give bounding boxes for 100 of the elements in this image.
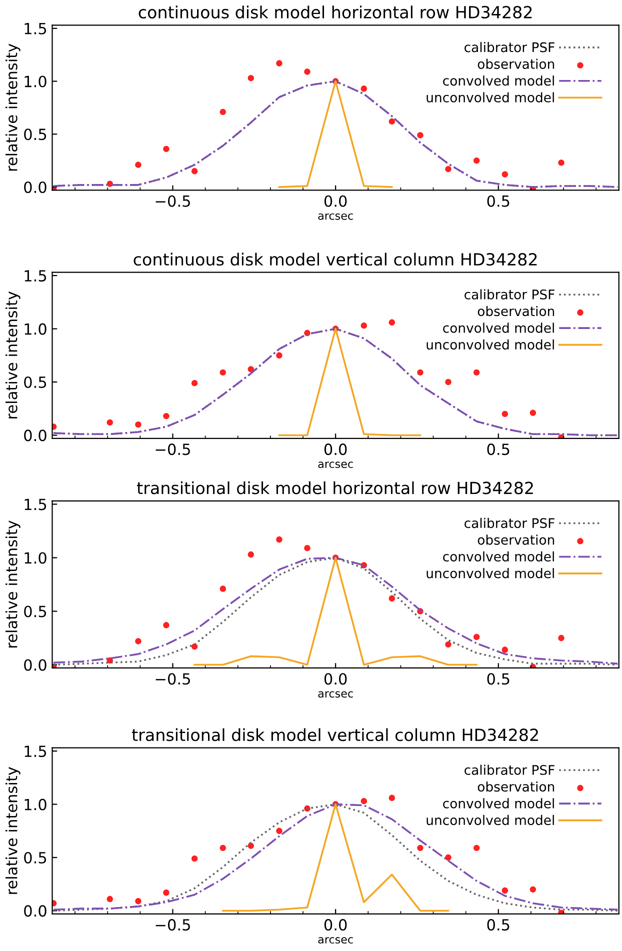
point [248,551,254,558]
y-tick-label: 0.0 [24,659,46,671]
legend-label: observation [478,781,554,792]
point [220,844,226,852]
point [220,108,226,116]
point [304,544,310,552]
y-tick-label: 0.0 [24,430,46,442]
legend-label: calibrator PSF [464,764,554,775]
point [163,890,170,896]
point [445,378,452,386]
point [530,886,536,893]
legend-label: convolved model [443,798,554,808]
point [135,421,142,428]
y-tick-label: 1.0 [24,798,46,810]
x-axis-title: arcsec [318,213,353,220]
chart-title: transitional disk model horizontal row HD34282 [137,481,533,494]
point [360,86,368,92]
point [360,322,368,329]
y-tick-label: 1.0 [24,76,46,88]
point [304,68,310,75]
legend-label: calibrator PSF [464,42,554,52]
point [388,794,396,801]
point [276,352,282,358]
point [276,60,282,66]
y-axis-title: relative intensity [6,44,20,171]
y-tick-label: 0.5 [24,606,46,618]
point [558,634,564,642]
point [445,166,452,172]
x-axis-title: arcsec [318,691,353,698]
y-tick-label: 1.5 [24,498,46,510]
y-axis-title: relative intensity [6,766,20,894]
x-axis-title: arcsec [318,462,353,468]
point [220,369,226,376]
legend-label: convolved model [443,75,554,86]
y-tick-label: 0.5 [24,376,46,388]
y-tick-label: 1.0 [24,323,46,335]
x-tick-label: −0.5 [156,673,190,685]
x-tick-label: −0.5 [156,919,190,931]
chart-title: transitional disk model vertical column HD34282 [132,728,538,742]
y-axis-title: relative intensity [6,520,20,648]
point [248,74,254,82]
point [417,844,424,852]
point [163,412,170,420]
x-axis-title: arcsec [318,937,353,944]
legend-label: observation [478,58,554,69]
legend-label: calibrator PSF [464,518,554,528]
x-tick-label: 0.0 [324,444,347,456]
legend-label: unconvolved model [426,92,554,102]
chart-title: continuous disk model horizontal row HD34282 [138,6,532,18]
point [445,854,452,861]
x-tick-label: 0.0 [324,195,347,207]
point [106,896,113,902]
y-tick-label: 0.5 [24,128,46,140]
x-tick-label: 0.5 [487,919,510,931]
legend-label: convolved model [443,322,554,333]
point [135,162,142,168]
y-tick-label: 0.0 [24,905,46,917]
chart-title: continuous disk model vertical column HD34282 [134,252,537,266]
point [388,595,396,602]
point [502,171,508,178]
legend-label: observation [478,534,554,545]
point [191,380,198,386]
point [248,366,254,372]
point [163,622,170,628]
legend-label: calibrator PSF [464,289,554,300]
point [191,168,198,174]
point [530,410,536,416]
x-tick-label: 0.5 [487,444,510,456]
point [135,898,142,904]
x-tick-label: 0.5 [487,673,510,685]
point [502,887,508,894]
legend-label: unconvolved model [426,814,554,826]
y-tick-label: 1.5 [24,746,46,758]
y-tick-label: 1.5 [24,23,46,34]
point [276,536,282,543]
x-tick-label: −0.5 [156,444,190,456]
y-tick-label: 1.0 [24,552,46,564]
x-tick-label: 0.0 [324,673,347,685]
point [473,157,480,164]
point [191,855,198,862]
x-tick-label: 0.5 [487,195,510,207]
point [276,828,282,834]
point [417,369,424,376]
point [473,844,480,852]
point [388,319,396,326]
legend-label: observation [478,306,554,316]
point [360,798,368,804]
point [473,634,480,640]
legend-label: unconvolved model [426,339,554,350]
point [502,646,508,653]
legend-label: convolved model [443,551,554,562]
legend-label: unconvolved model [426,568,554,578]
y-tick-label: 1.5 [24,270,46,282]
y-tick-label: 0.0 [24,181,46,194]
point [558,160,564,166]
point [388,118,396,125]
point [502,410,508,418]
point [163,146,170,152]
point [220,586,226,592]
point [106,419,113,426]
